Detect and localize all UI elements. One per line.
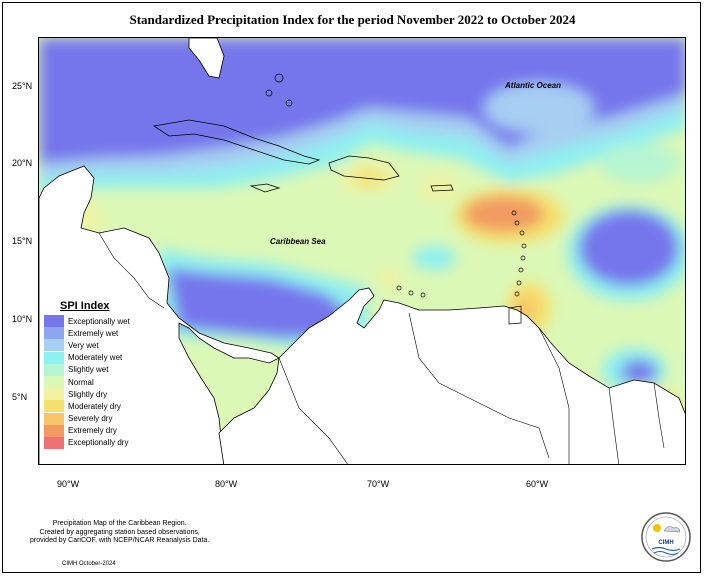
lon-label-90w: 90°W [57,479,80,489]
credit-line-2: Created by aggregating station based obs… [39,528,200,536]
borders [98,232,665,464]
logo-text: CIMH [658,540,673,546]
legend-label: Moderately dry [68,401,121,411]
spi-fields [39,38,685,458]
legend-label: Slightly wet [68,365,109,375]
lesser-antilles [265,73,527,325]
spi-map [39,38,685,464]
lat-label-10n: 10°N [12,314,33,324]
map-area [38,37,686,465]
legend-item: Moderately wet [44,351,130,364]
legend-swatch [44,315,64,328]
land-florida [188,38,225,79]
cimh-logo: CIMH [640,511,692,563]
lat-label-15n: 15°N [12,236,33,246]
credit-text: Precipitation Map of the Caribbean Regio… [30,520,209,546]
legend-item: Slightly dry [44,388,130,401]
legend-label: Very wet [68,340,99,350]
label-caribbean-sea: Caribbean Sea [270,237,326,246]
legend-item: Slightly wet [44,363,130,376]
land-south-america [218,287,685,464]
land-central-america [39,165,280,464]
legend-item: Extremely dry [44,424,130,437]
legend-swatch [44,400,64,413]
spi-legend: SPI Index Exceptionally wet Extremely wet… [44,300,130,449]
legend-label: Slightly dry [68,389,108,399]
lon-label-60w: 60°W [526,479,549,489]
credit-line-3: provided by CariCOF, with NCEP/NCAR Rean… [30,537,210,544]
lon-label-70w: 70°W [367,479,390,489]
legend-label: Moderately wet [68,353,123,363]
legend-item: Severely dry [44,412,130,425]
legend-swatch [44,339,64,352]
legend-swatch [44,412,64,425]
land-puerto-rico [430,184,454,192]
legend-swatch [44,327,64,340]
credit-line-1: Precipitation Map of the Caribbean Regio… [52,520,187,527]
lat-label-5n: 5°N [12,392,28,402]
legend-title: SPI Index [60,300,110,312]
land-masses [39,38,685,464]
land-hispaniola [328,155,400,181]
credit-footer: CIMH October-2024 [62,561,116,567]
legend-label: Extremely dry [68,426,117,436]
lon-label-80w: 80°W [215,479,238,489]
legend-swatch [44,436,64,449]
map-title: Standardized Precipitation Index for the… [129,12,576,27]
legend-label: Exceptionally wet [68,316,130,326]
legend-swatch [44,363,64,376]
legend-item: Exceptionally wet [44,315,130,328]
lat-label-25n: 25°N [12,81,33,91]
legend-item: Normal [44,376,130,389]
legend-item: Extremely wet [44,327,130,340]
legend-swatch [44,376,64,389]
legend-swatch [44,424,64,437]
legend-item: Very wet [44,339,130,352]
label-atlantic-ocean: Atlantic Ocean [505,81,562,90]
legend-item: Moderately dry [44,400,130,413]
cimh-logo-icon: CIMH [641,512,691,562]
legend-swatch [44,388,64,401]
land-cuba [152,119,321,165]
legend-label: Severely dry [68,414,113,424]
lat-label-20n: 20°N [12,158,33,168]
legend-label: Extremely wet [68,328,119,338]
legend-items: Exceptionally wet Extremely wet Very wet Mo… [44,315,130,449]
legend-swatch [44,351,64,364]
legend-label: Normal [68,377,94,387]
legend-item: Exceptionally dry [44,436,130,449]
legend-label: Exceptionally dry [68,438,129,448]
land-jamaica [249,183,281,193]
